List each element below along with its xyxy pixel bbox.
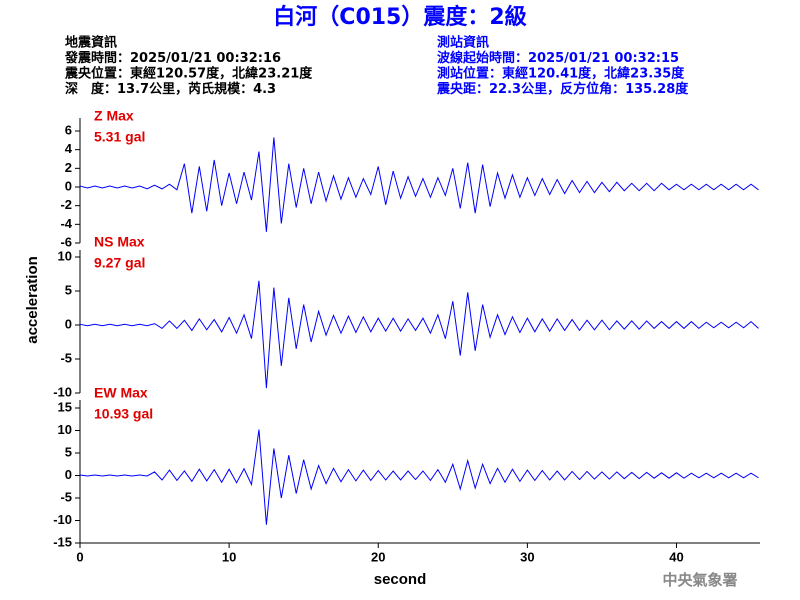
y-tick-label: -5 (60, 489, 72, 504)
y-tick-label: 10 (58, 248, 72, 263)
y-tick-label: -6 (60, 234, 72, 249)
quake-info: 地震資訊 (65, 35, 117, 51)
y-tick-label: 2 (65, 160, 72, 175)
y-axis-label: acceleration (24, 256, 41, 344)
y-tick-label: -5 (60, 350, 72, 365)
y-tick-label: 0 (65, 316, 72, 331)
station-info: 波線起始時間：2025/01/21 00:32:15 (437, 50, 679, 66)
x-tick-label: 10 (222, 549, 236, 564)
footer: 中央氣象署 (662, 571, 737, 589)
component-label: EW Max (94, 385, 148, 401)
y-tick-label: -4 (60, 216, 72, 231)
y-tick-label: -10 (53, 384, 72, 399)
max-label: 10.93 gal (94, 406, 153, 422)
y-tick-label: 15 (58, 399, 72, 414)
y-tick-label: 6 (65, 122, 72, 137)
max-label: 5.31 gal (94, 129, 145, 145)
y-tick-label: 4 (65, 141, 73, 156)
component-label: NS Max (94, 234, 145, 250)
component-label: Z Max (94, 108, 134, 124)
waveform (79, 137, 759, 232)
max-label: 9.27 gal (94, 255, 145, 271)
waveform (79, 280, 759, 389)
station-info: 測站位置：東經120.41度，北緯23.35度 (437, 66, 685, 82)
y-tick-label: 10 (58, 422, 72, 437)
x-tick-label: 0 (76, 549, 83, 564)
x-tick-label: 40 (669, 549, 683, 564)
y-tick-label: -10 (53, 512, 72, 527)
y-tick-label: -2 (60, 197, 72, 212)
y-tick-label: 0 (65, 467, 72, 482)
title: 白河（C015）震度：2級 (273, 4, 526, 30)
x-tick-label: 30 (520, 549, 534, 564)
y-tick-label: 0 (65, 178, 72, 193)
x-tick-label: 20 (371, 549, 385, 564)
quake-info: 深 度：13.7公里，芮氏規模：4.3 (65, 81, 276, 97)
y-tick-label: -15 (53, 534, 72, 549)
station-info: 震央距：22.3公里，反方位角：135.28度 (436, 81, 689, 97)
quake-info: 震央位置：東經120.57度，北緯23.21度 (64, 66, 313, 82)
y-tick-label: 5 (65, 282, 72, 297)
waveform (79, 429, 759, 525)
station-info: 測站資訊 (437, 35, 489, 51)
y-tick-label: 5 (65, 444, 72, 459)
quake-info: 發震時間：2025/01/21 00:32:16 (64, 50, 281, 66)
x-axis-label: second (374, 571, 427, 588)
